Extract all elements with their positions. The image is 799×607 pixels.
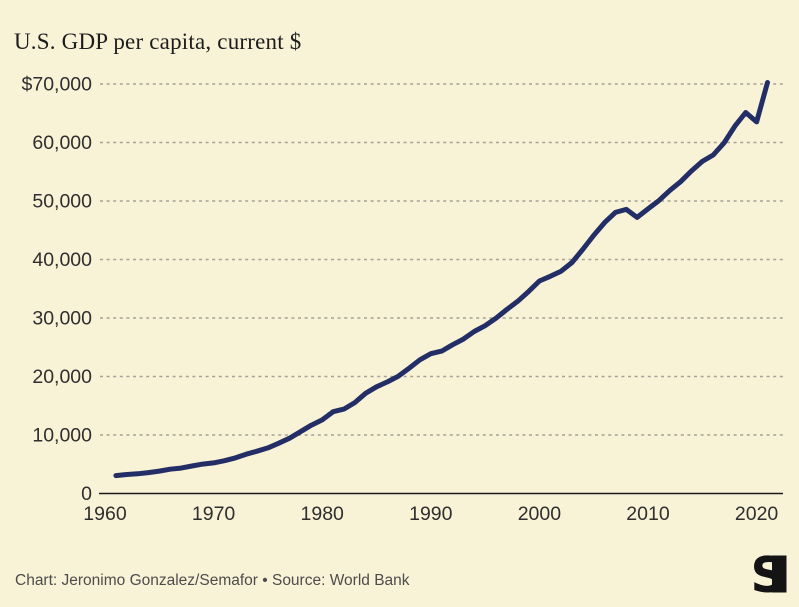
x-tick-label: 2020: [735, 503, 779, 525]
x-tick-label: 1970: [192, 503, 236, 525]
x-tick-label: 1980: [301, 503, 345, 525]
chart-title: U.S. GDP per capita, current $: [14, 29, 302, 54]
y-tick-label: 0: [81, 483, 92, 505]
x-tick-label: 1990: [409, 503, 453, 525]
semafor-logo-icon: S: [753, 555, 787, 593]
x-tick-label: 1960: [83, 503, 127, 525]
x-tick-label: 2000: [518, 503, 562, 525]
y-tick-label: 50,000: [32, 191, 92, 213]
y-tick-label: 40,000: [32, 249, 92, 271]
logo-bar: [772, 555, 787, 593]
y-tick-label: 60,000: [32, 132, 92, 154]
gdp-line: [113, 80, 770, 479]
y-tick-label: 20,000: [32, 366, 92, 388]
y-tick-label: 30,000: [32, 308, 92, 330]
chart-credit: Chart: Jeronimo Gonzalez/Semafor • Sourc…: [15, 572, 410, 589]
y-tick-label: 10,000: [32, 425, 92, 447]
y-tick-label: $70,000: [22, 74, 93, 96]
logo-letter: S: [753, 555, 786, 593]
x-tick-label: 2010: [626, 503, 670, 525]
